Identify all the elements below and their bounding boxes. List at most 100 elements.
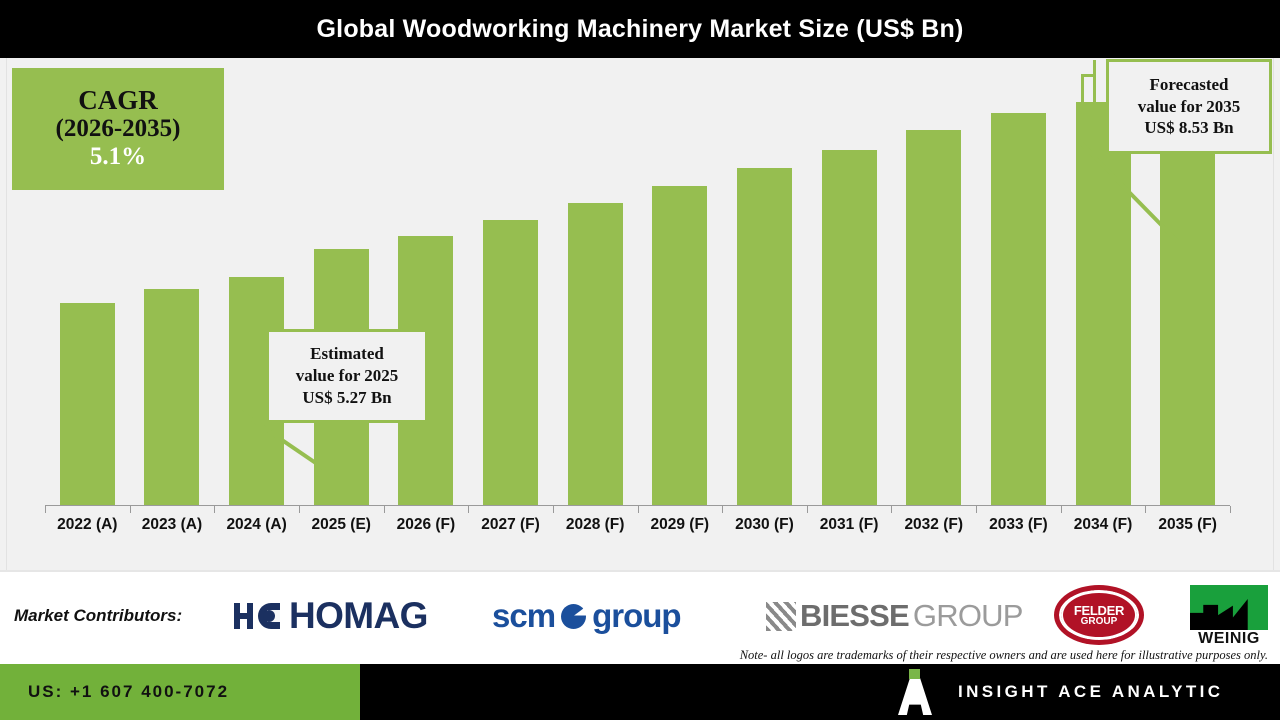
x-tick — [1060, 506, 1062, 513]
homag-wordmark: HOMAG — [289, 595, 428, 636]
brand-a-glyph — [898, 675, 932, 715]
x-axis-labels: 2022 (A) 2023 (A) 2024 (A) 2025 (E) 2026 (F)… — [45, 510, 1230, 544]
homag-mark-icon — [234, 601, 280, 631]
bar-rect — [906, 130, 962, 505]
x-tick — [468, 506, 470, 513]
x-label-2029: 2029 (F) — [650, 516, 710, 533]
x-tick — [383, 506, 385, 513]
x-tick — [722, 506, 724, 513]
x-tick — [637, 506, 639, 513]
callout-estimated-line2: value for 2025 — [295, 366, 399, 386]
felder-group-logo: FELDER GROUP — [1054, 585, 1144, 647]
bar-2027[interactable] — [468, 58, 553, 505]
x-tick — [298, 506, 300, 513]
cagr-period: (2026-2035) — [55, 115, 181, 143]
bar-rect — [990, 112, 1046, 505]
cagr-badge: CAGR (2026-2035) 5.1% — [12, 68, 224, 190]
bar-2026[interactable] — [384, 58, 469, 505]
insightace-logo-icon — [898, 669, 932, 715]
chart-right-border — [1273, 58, 1274, 570]
bar-2032[interactable] — [891, 58, 976, 505]
biesse-hatch-icon — [766, 601, 796, 631]
bar-2033[interactable] — [976, 58, 1061, 505]
bar-rect — [1075, 102, 1131, 505]
x-tick — [1145, 506, 1147, 513]
bar-rect — [821, 149, 877, 505]
bar-2030[interactable] — [722, 58, 807, 505]
bar-rect — [736, 168, 792, 505]
felder-inner-oval: FELDER GROUP — [1061, 591, 1137, 639]
contributors-label: Market Contributors: — [14, 606, 183, 625]
callout-estimated-line1: Estimated — [310, 344, 384, 364]
felder-wordmark: FELDER — [1073, 602, 1125, 618]
x-tick — [1230, 506, 1231, 513]
bar-2034[interactable] — [1061, 58, 1146, 505]
callout-estimated-2025: Estimated value for 2025 US$ 5.27 Bn — [266, 329, 428, 423]
homag-logo: HOMAG — [234, 595, 428, 637]
footer-phone-number[interactable]: US: +1 607 400-7072 — [28, 682, 230, 701]
bar-2031[interactable] — [807, 58, 892, 505]
callout-leader-2025 — [236, 408, 328, 472]
cagr-label: CAGR — [78, 85, 158, 116]
felder-gear-icon: FELDER GROUP — [1054, 585, 1144, 645]
x-label-2032: 2032 (F) — [904, 516, 964, 533]
biesse-group-logo: BIESSE GROUP — [766, 598, 1023, 634]
bar-2023[interactable] — [130, 58, 215, 505]
contributors-strip: Market Contributors: HOMAG scm group BIE… — [0, 570, 1280, 664]
bar-rect — [59, 302, 115, 505]
x-tick — [214, 506, 216, 513]
x-label-2031: 2031 (F) — [819, 516, 879, 533]
x-label-2026: 2026 (F) — [396, 516, 456, 533]
bar-rect — [483, 219, 538, 505]
weinig-logo: WEINIG — [1190, 585, 1268, 647]
callout-leader-2035 — [1076, 138, 1180, 244]
footer-phone-block: US: +1 607 400-7072 — [0, 664, 360, 720]
scm-group-word: group — [592, 597, 681, 634]
x-label-2024: 2024 (A) — [226, 516, 287, 533]
bar-plot — [45, 58, 1230, 505]
x-axis-line — [45, 505, 1230, 506]
x-label-2023: 2023 (A) — [141, 516, 203, 533]
x-tick — [891, 506, 893, 513]
x-tick — [45, 506, 46, 513]
x-label-2034: 2034 (F) — [1073, 516, 1133, 533]
x-label-2033: 2033 (F) — [989, 516, 1048, 533]
callout-estimated-line3: US$ 5.27 Bn — [302, 387, 392, 407]
x-label-2035: 2035 (F) — [1158, 516, 1217, 533]
cagr-value: 5.1% — [89, 143, 147, 171]
x-label-2027: 2027 (F) — [481, 516, 540, 533]
bar-2022[interactable] — [45, 58, 130, 505]
scm-group-logo: scm group — [492, 597, 682, 635]
callout-forecasted-line2: value for 2035 — [1137, 96, 1241, 116]
weinig-wordmark: WEINIG — [1198, 630, 1260, 647]
callout-forecasted-2035: Forecasted value for 2035 US$ 8.53 Bn — [1106, 59, 1272, 154]
bar-rect — [144, 288, 200, 505]
x-label-2028: 2028 (F) — [565, 516, 625, 533]
bar-rect — [1160, 90, 1216, 505]
chart-left-border — [6, 58, 7, 570]
brand-lockup: INSIGHT ACE ANALYTIC — [898, 664, 1223, 720]
bar-2035[interactable] — [1145, 58, 1230, 505]
biesse-group-word: GROUP — [912, 598, 1023, 633]
weinig-mark-icon — [1190, 585, 1268, 630]
bar-rect — [652, 185, 708, 505]
chart-area: CAGR (2026-2035) 5.1% 2022 (A) 2023 (A) 20… — [0, 58, 1280, 570]
bar-2028[interactable] — [553, 58, 638, 505]
brand-accent-square — [909, 669, 920, 679]
page-title: Global Woodworking Machinery Market Size… — [316, 14, 964, 43]
scm-word: scm — [492, 597, 556, 634]
biesse-wordmark: BIESSE — [800, 598, 910, 633]
footer-bar: US: +1 607 400-7072 INSIGHT ACE ANALYTIC — [0, 664, 1280, 720]
bar-rect — [567, 202, 623, 505]
callout-forecasted-line3: US$ 8.53 Bn — [1144, 118, 1234, 138]
x-tick — [552, 506, 554, 513]
brand-name: INSIGHT ACE ANALYTIC — [958, 682, 1224, 701]
scm-circle-icon — [561, 603, 587, 629]
weinig-zigzag — [1190, 598, 1268, 630]
bar-2029[interactable] — [638, 58, 723, 505]
logo-disclaimer-note: Note- all logos are trademarks of their … — [739, 648, 1268, 662]
callout-forecasted-line1: Forecasted — [1149, 74, 1229, 94]
x-tick — [976, 506, 978, 513]
x-tick — [806, 506, 808, 513]
strip-divider — [0, 570, 1280, 572]
